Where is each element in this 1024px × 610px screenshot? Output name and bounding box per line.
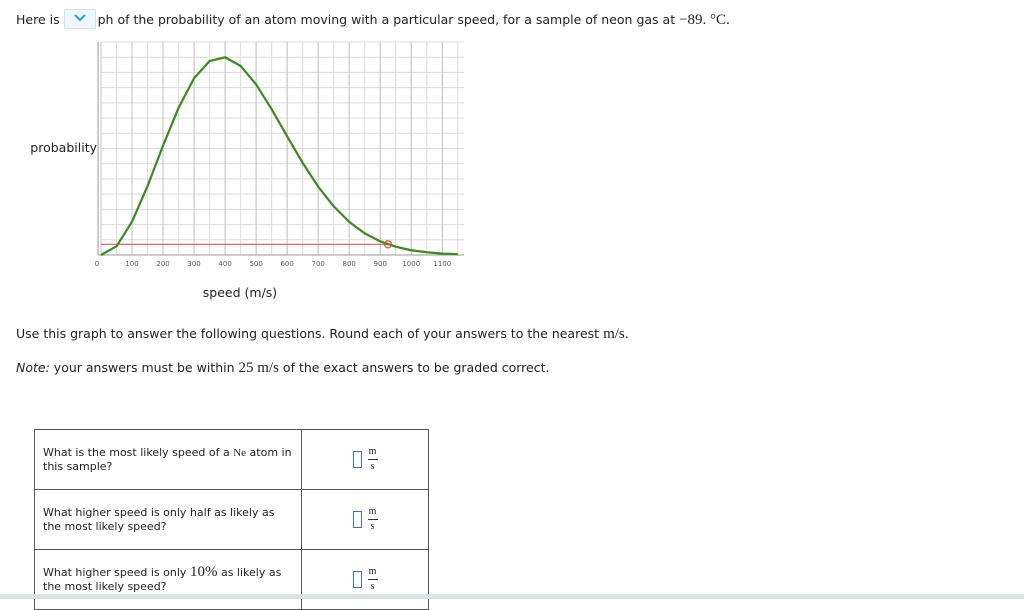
intro-prefix: Here is — [16, 12, 60, 27]
period: . — [624, 326, 629, 341]
question-text: What higher speed is only half as likely… — [43, 505, 275, 533]
note-text: of the exact answers to be graded correc… — [282, 360, 550, 375]
question-text: as likely as the most likely speed? — [43, 566, 282, 593]
x-tick-label: 300 — [187, 260, 200, 268]
scrollbar — [0, 594, 1024, 599]
question-text: atom in this sample? — [43, 445, 292, 473]
x-tick-label: 100 — [125, 260, 138, 268]
temperature: −89. °C. — [679, 12, 730, 28]
instruction-text: Use this graph to answer the following q… — [16, 326, 600, 341]
note-label: Note: — [16, 360, 50, 375]
x-tick-label: 1100 — [433, 260, 451, 268]
note-text: your answers must be within — [53, 360, 235, 375]
x-tick-label: 0 — [95, 260, 99, 268]
answer-input[interactable] — [352, 451, 362, 468]
x-tick-label: 400 — [218, 260, 231, 268]
question: What higher speed is only half as likely… — [34, 489, 302, 550]
answer-input[interactable] — [352, 571, 362, 588]
point-marker — [383, 240, 393, 249]
unit-denominator: s — [370, 521, 375, 532]
note: Note: your answers must be within 25 m/s… — [16, 360, 549, 377]
dropdown[interactable] — [63, 9, 96, 29]
chevron — [73, 14, 86, 22]
x-tick-label: 200 — [156, 260, 169, 268]
unit-denominator: s — [370, 461, 375, 472]
x-tick-label: 500 — [249, 260, 262, 268]
tolerance: 25 m/s — [238, 360, 279, 376]
instruction: Use this graph to answer the following q… — [16, 326, 629, 343]
question: What higher speed is only 10% as likely … — [34, 549, 302, 610]
unit-numerator: m — [368, 446, 377, 457]
x-tick-label: 600 — [280, 260, 293, 268]
unit: m/s — [603, 326, 625, 342]
symbol: 10% — [189, 564, 218, 580]
x-tick-label: 1000 — [402, 260, 420, 268]
x-tick-label: 800 — [343, 260, 356, 268]
curve — [100, 56, 458, 256]
question-text: What higher speed is only — [43, 566, 187, 579]
x-tick-label: 900 — [374, 260, 387, 268]
question-table: What is the most likely speed of a Ne at… — [34, 429, 429, 610]
x-axis-label: speed (m/s) — [203, 285, 277, 300]
unit-numerator: m — [368, 566, 377, 577]
question: What is the most likely speed of a Ne at… — [34, 429, 302, 490]
intro: Here is ph of the probability of an atom … — [16, 9, 730, 29]
intro-text: ph of the probability of an atom moving … — [97, 12, 676, 27]
question-text: What is the most likely speed of a — [43, 445, 230, 459]
unit-denominator: s — [370, 581, 375, 592]
answer-input[interactable] — [352, 511, 362, 528]
x-tick-label: 700 — [311, 260, 324, 268]
symbol: Ne — [233, 446, 247, 459]
chart: 0 100 200 300 400 500 600 700 800 900 1000 1100 prob… — [30, 41, 464, 300]
unit-numerator: m — [368, 506, 377, 517]
y-axis-label: probability — [30, 140, 97, 155]
